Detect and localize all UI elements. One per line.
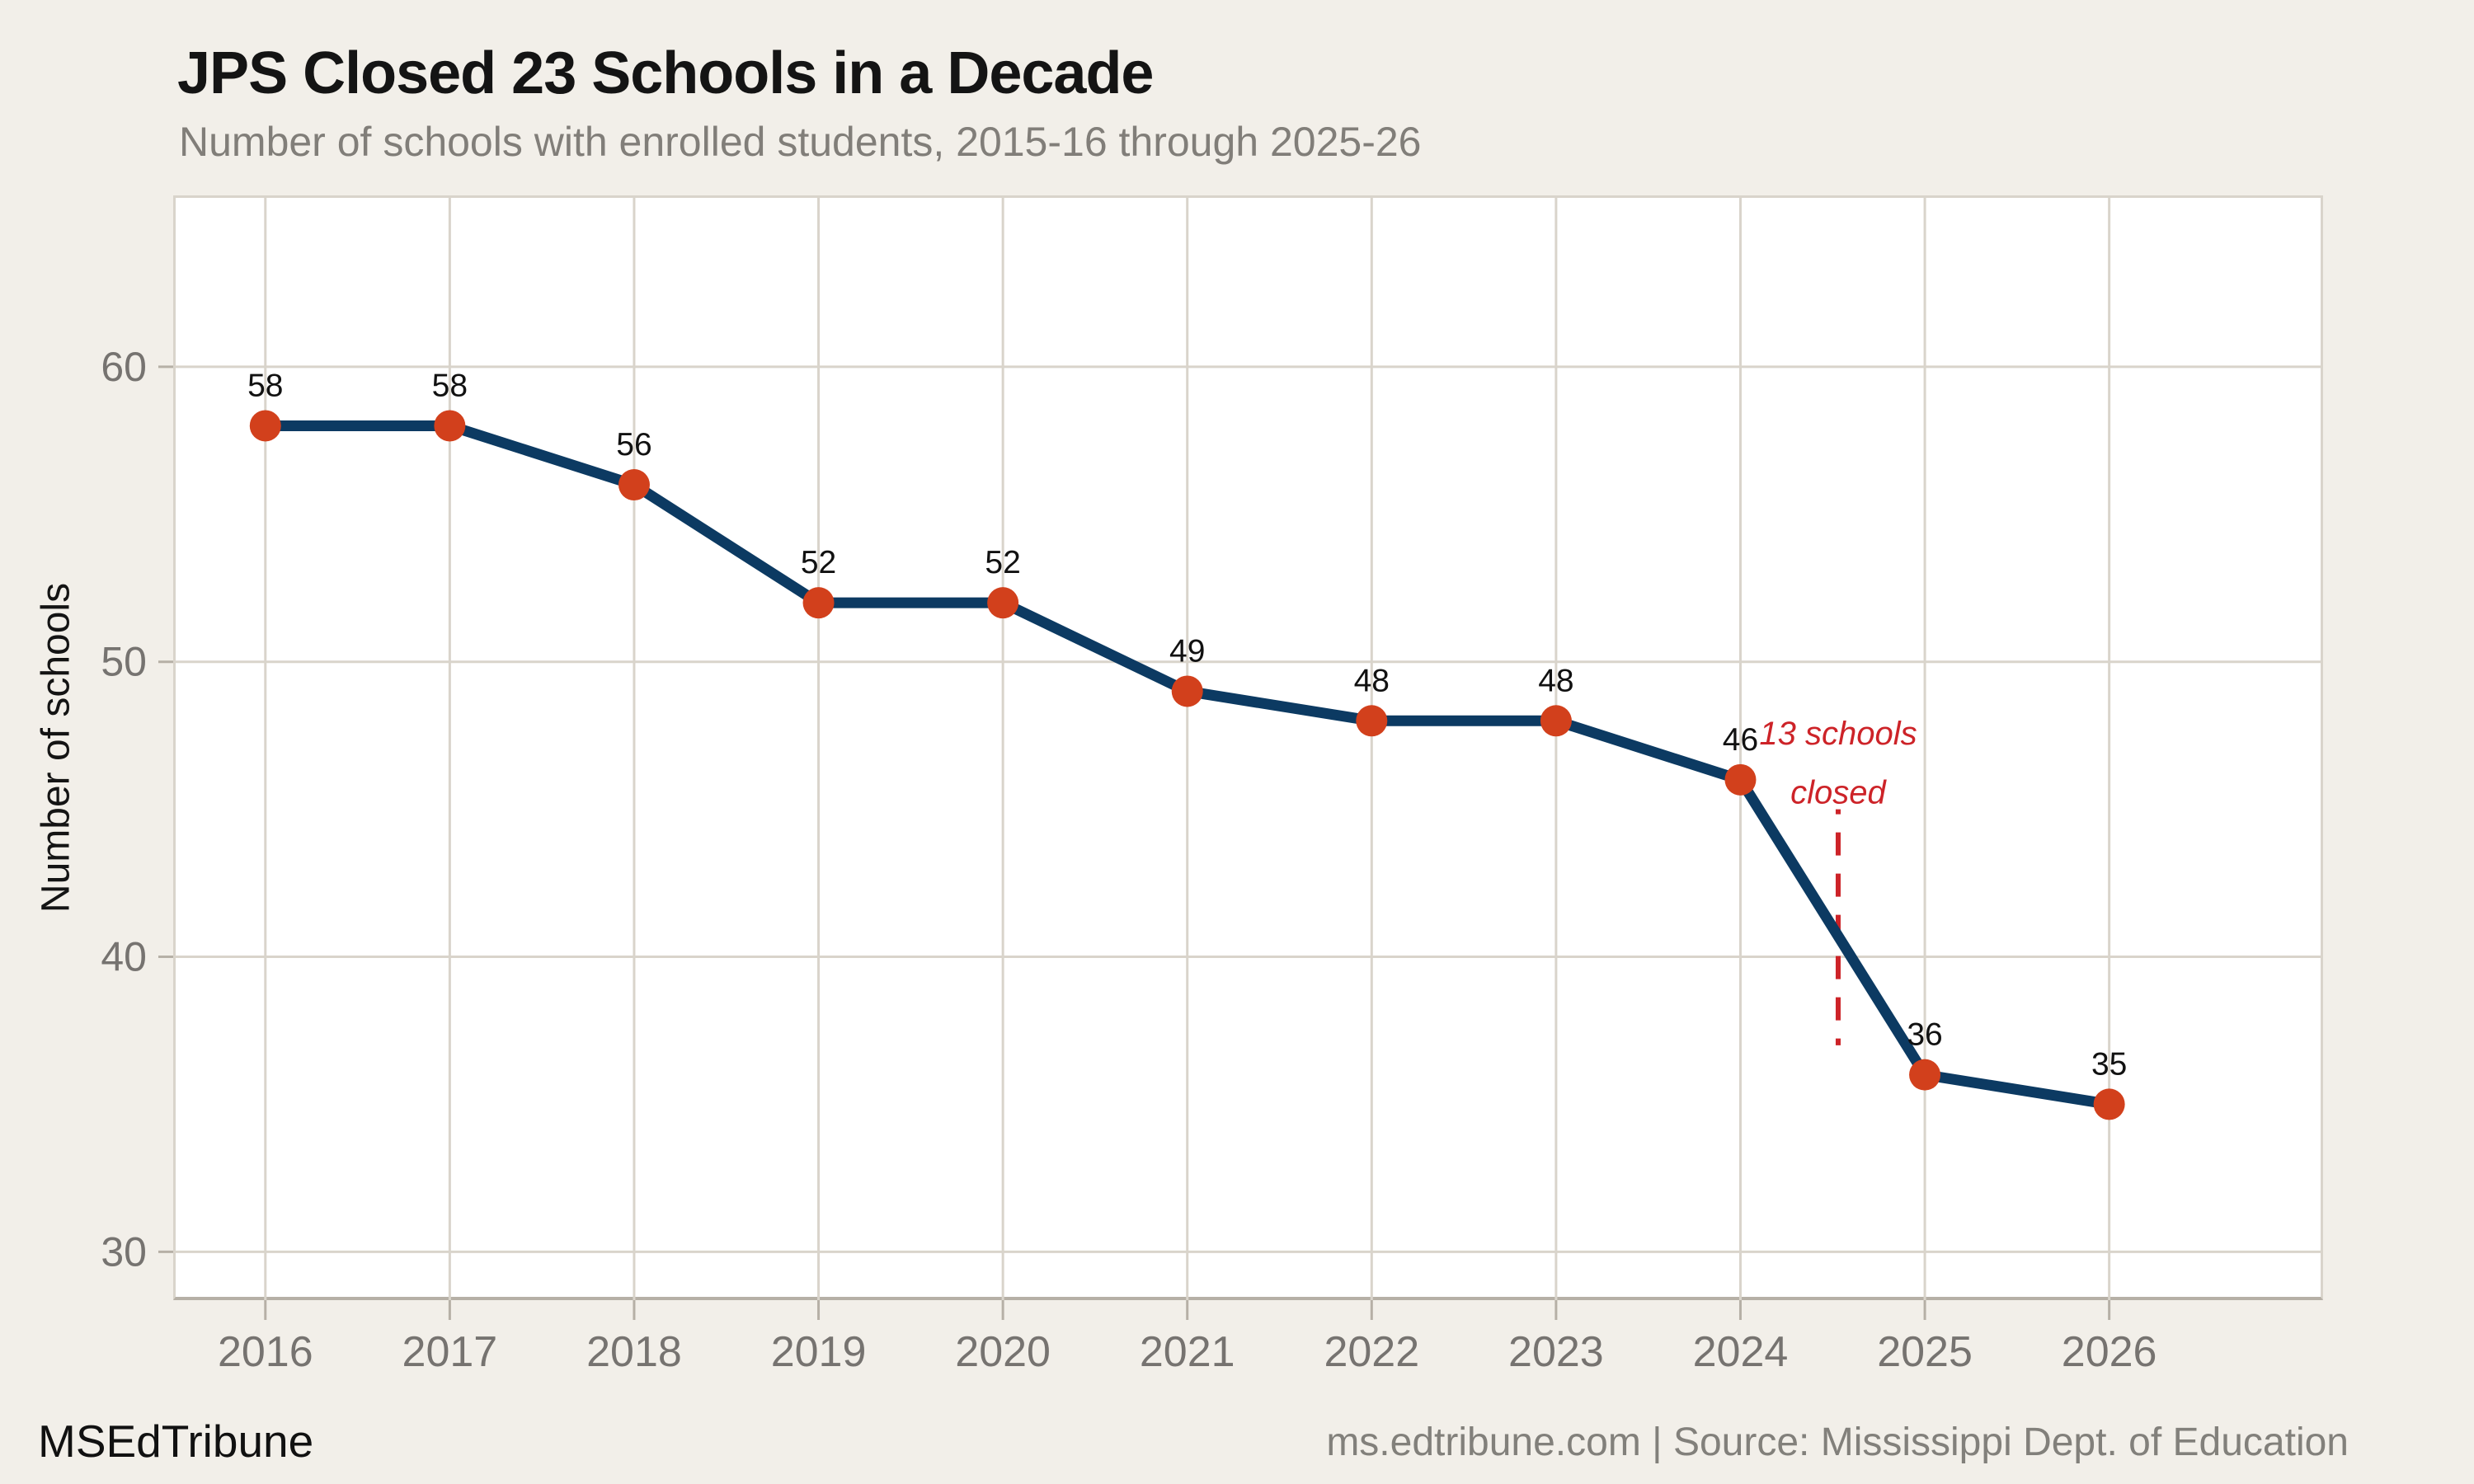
data-point-label: 46 [1723, 722, 1758, 758]
x-tick-label: 2023 [1508, 1328, 1604, 1376]
plot-panel [173, 195, 2323, 1300]
source-attribution: ms.edtribune.com | Source: Mississippi D… [1326, 1421, 2349, 1464]
x-tick-label: 2024 [1693, 1328, 1789, 1376]
data-point-label: 58 [247, 368, 283, 403]
data-point [1540, 705, 1572, 737]
x-tick-label: 2022 [1324, 1328, 1419, 1376]
data-point-label: 49 [1169, 633, 1205, 669]
data-point-label: 52 [801, 545, 836, 580]
x-tick-label: 2017 [402, 1328, 498, 1376]
data-point-label: 48 [1538, 663, 1573, 698]
data-point [2093, 1088, 2125, 1120]
annotation-text: 13 schools [1759, 716, 1917, 752]
y-tick-label: 60 [101, 344, 147, 390]
data-point [434, 410, 466, 442]
y-tick-label: 50 [101, 639, 147, 685]
chart-subtitle: Number of schools with enrolled students… [179, 119, 1422, 165]
data-point-label: 56 [616, 427, 651, 463]
x-tick-label: 2019 [771, 1328, 867, 1376]
data-point [1171, 675, 1203, 707]
x-tick-label: 2025 [1877, 1328, 1973, 1376]
chart-title: JPS Closed 23 Schools in a Decade [177, 40, 1154, 106]
line-chart: 2016 2017 2018 2019 2020 2021 2022 2023 2024 2025… [101, 195, 2323, 1376]
data-point [1356, 705, 1388, 737]
x-tick-label: 2026 [2062, 1328, 2157, 1376]
data-point-label: 48 [1354, 663, 1390, 698]
publisher-name: MSEdTribune [38, 1416, 314, 1467]
y-tick-label: 40 [101, 934, 147, 980]
y-axis-title: Number of schools [34, 582, 78, 913]
x-tick-label: 2016 [218, 1328, 313, 1376]
data-point-label: 35 [2091, 1046, 2127, 1082]
data-point [1724, 763, 1757, 796]
annotation-text: closed [1790, 774, 1887, 810]
data-point-label: 58 [432, 368, 468, 403]
x-tick-label: 2020 [955, 1328, 1051, 1376]
data-point [1909, 1059, 1941, 1091]
x-tick-label: 2021 [1140, 1328, 1235, 1376]
data-point [249, 410, 281, 442]
x-tick-label: 2018 [586, 1328, 682, 1376]
data-point [618, 469, 650, 501]
data-point-label: 52 [985, 545, 1020, 580]
data-point-label: 36 [1907, 1017, 1942, 1053]
data-point [987, 587, 1019, 619]
y-tick-label: 30 [101, 1228, 147, 1275]
data-point [802, 587, 835, 619]
